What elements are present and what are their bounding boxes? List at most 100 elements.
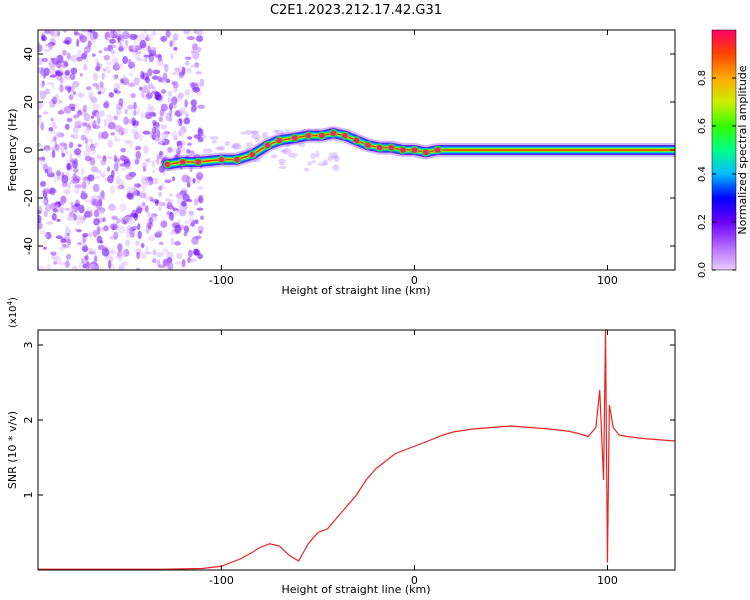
ridge-point	[363, 140, 373, 150]
ridge-band	[166, 132, 675, 166]
y-tick-label: 0	[22, 147, 35, 154]
noise-speckle	[132, 53, 140, 58]
noise-speckle	[97, 91, 102, 95]
noise-speckle	[278, 158, 287, 164]
noise-speckle	[117, 224, 126, 234]
x-tick-label: 100	[597, 274, 618, 287]
noise-speckle	[55, 60, 62, 69]
noise-speckle	[173, 46, 178, 51]
noise-speckle	[73, 184, 82, 189]
snr-x-label: Height of straight line (km)	[281, 583, 430, 596]
noise-speckle	[77, 242, 83, 246]
noise-speckle	[90, 115, 95, 119]
noise-speckle	[181, 174, 190, 183]
noise-speckle	[143, 146, 147, 151]
ridge-point	[263, 140, 272, 150]
noise-speckle	[52, 208, 59, 213]
noise-speckle	[86, 206, 90, 212]
noise-speckle	[158, 201, 166, 206]
noise-speckle	[161, 89, 167, 94]
noise-speckle	[147, 235, 156, 242]
noise-speckle	[197, 104, 205, 110]
noise-speckle	[49, 202, 57, 211]
noise-speckle	[64, 260, 70, 268]
colorbar-ticks: 0.0 0.2 0.4 0.6 0.8	[697, 70, 736, 278]
noise-speckle	[71, 265, 78, 270]
noise-speckle	[196, 47, 202, 53]
noise-speckle	[138, 133, 143, 142]
noise-speckle	[186, 67, 192, 73]
noise-speckle	[126, 104, 135, 110]
noise-speckle	[92, 119, 97, 129]
noise-speckle	[115, 255, 122, 259]
noise-speckle	[63, 30, 67, 33]
colorbar-tick-label: 0.2	[697, 214, 708, 230]
noise-speckle	[148, 33, 154, 41]
noise-speckle	[332, 164, 340, 171]
noise-speckle	[88, 251, 95, 255]
noise-speckle	[41, 57, 49, 63]
noise-speckle	[145, 92, 153, 99]
ridge-point	[375, 143, 384, 152]
noise-speckle	[74, 203, 81, 207]
noise-speckle	[85, 261, 91, 270]
noise-speckle	[89, 263, 98, 270]
noise-speckle	[79, 72, 83, 77]
noise-speckle	[52, 121, 56, 130]
noise-speckle	[92, 230, 98, 238]
noise-speckle	[113, 135, 118, 142]
noise-speckle	[327, 155, 333, 162]
noise-speckle	[46, 81, 53, 85]
noise-speckle	[171, 176, 176, 182]
noise-speckle	[84, 155, 92, 162]
noise-speckle	[39, 90, 43, 94]
noise-speckle	[110, 30, 116, 34]
noise-speckle	[38, 205, 43, 214]
ridge-point	[193, 157, 203, 167]
noise-speckle	[275, 129, 285, 134]
noise-speckle	[44, 210, 48, 215]
noise-speckle	[39, 230, 47, 235]
noise-speckle	[77, 109, 82, 114]
noise-speckle	[63, 142, 68, 151]
noise-speckle	[45, 147, 49, 153]
noise-speckle	[171, 71, 179, 76]
noise-speckle	[107, 156, 113, 160]
noise-speckle	[147, 105, 156, 112]
noise-speckle	[38, 265, 45, 270]
noise-speckle	[132, 120, 139, 127]
noise-speckle	[146, 157, 152, 164]
noise-speckle	[179, 106, 187, 115]
noise-speckle	[129, 228, 133, 236]
noise-speckle	[211, 140, 218, 144]
colorbar-tick-label: 0.4	[697, 166, 708, 182]
noise-speckle	[104, 100, 110, 109]
noise-speckle	[197, 127, 202, 134]
noise-speckle	[56, 175, 61, 181]
noise-speckle	[103, 118, 107, 127]
noise-speckle	[54, 93, 59, 101]
noise-speckle	[145, 158, 149, 162]
noise-speckle	[154, 200, 159, 206]
noise-speckle	[103, 225, 109, 232]
noise-speckle	[187, 249, 193, 258]
noise-speckle	[107, 175, 114, 184]
noise-speckle	[135, 150, 142, 160]
noise-speckle	[184, 89, 191, 96]
noise-speckle	[136, 251, 141, 260]
noise-speckle	[180, 146, 186, 152]
y-tick-label: -20	[22, 189, 35, 207]
noise-speckle	[175, 192, 184, 199]
noise-speckle	[72, 125, 79, 134]
noise-speckle	[80, 217, 85, 224]
noise-speckle	[69, 152, 73, 162]
noise-speckle	[139, 86, 143, 91]
noise-speckle	[74, 102, 78, 109]
noise-speckle	[55, 203, 60, 210]
noise-speckle	[50, 117, 54, 122]
noise-speckle	[81, 121, 88, 127]
noise-speckle	[109, 38, 116, 44]
noise-speckle	[184, 60, 190, 66]
noise-speckle	[82, 104, 88, 113]
noise-speckle	[167, 90, 173, 97]
